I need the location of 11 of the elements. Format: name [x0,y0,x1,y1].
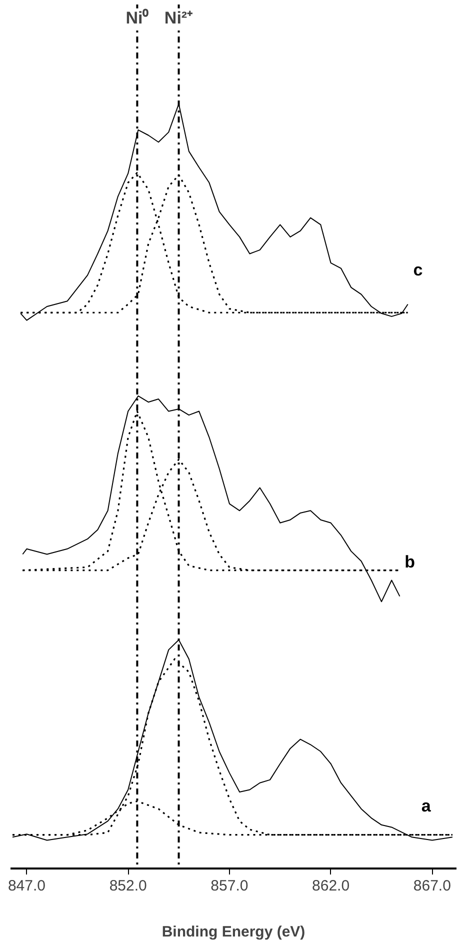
x-tick-label: 847.0 [8,878,46,894]
series-label: c [413,260,423,280]
x-axis-title: Binding Energy (eV) [162,924,306,940]
x-tick-label: 857.0 [210,878,248,894]
x-tick-label: 867.0 [413,878,451,894]
ref-line-label: Ni²⁺ [164,8,194,28]
ref-line-label: Ni⁰ [126,8,149,28]
x-tick-label: 862.0 [312,878,350,894]
x-tick-label: 852.0 [109,878,147,894]
series-label: a [421,796,432,816]
series-label: b [404,552,416,572]
